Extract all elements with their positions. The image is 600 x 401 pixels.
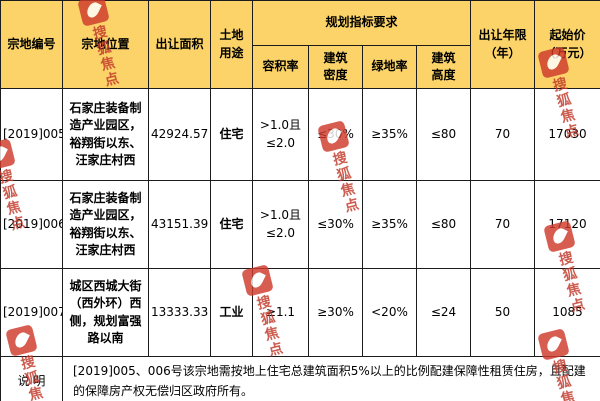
cell-green-ratio: ≥35% [362,88,417,181]
cell-far: ≥1.1 [252,268,309,357]
header-area: 出让面积 [148,0,211,89]
cell-start-price: 17030 [534,88,600,181]
header-green-ratio: 绿地率 [362,45,417,89]
cell-density: ≤30% [308,88,363,181]
cell-far: >1.0且≤2.0 [252,88,309,181]
cell-start-price: 1085 [534,268,600,357]
cell-term: 70 [470,180,536,269]
cell-green-ratio: <20% [362,268,417,357]
table-row: [2019]006 石家庄装备制造产业园区，裕翔街以东、汪家庄村西 43151.… [0,180,600,269]
header-location: 宗地位置 [62,0,149,89]
cell-building-height: ≤24 [415,268,472,357]
cell-area: 43151.39 [148,180,211,269]
cell-parcel-id: [2019]006 [0,180,63,269]
cell-term: 70 [470,88,536,181]
cell-area: 13333.33 [148,268,211,357]
cell-term: 50 [470,268,536,357]
header-building-height: 建筑 高度 [415,45,472,89]
header-term: 出让年限 （年） [470,0,536,89]
cell-parcel-id: [2019]007 [0,268,63,357]
note-label: 说 明 [0,356,63,401]
cell-area: 42924.57 [148,88,211,181]
header-land-use: 土地 用途 [210,0,253,89]
cell-green-ratio: ≥35% [362,180,417,269]
cell-land-use: 工业 [210,268,253,357]
header-row-2: 容积率 建筑 密度 绿地率 建筑 高度 [1,45,600,89]
table-row: [2019]007 城区西城大街（西外环）西侧，规划富强路以南 13333.33… [0,268,600,357]
header-start-price: 起始价 （万元） [534,0,600,89]
cell-far: >1.0且≤2.0 [252,180,309,269]
cell-start-price: 17120 [534,180,600,269]
cell-land-use: 住宅 [210,88,253,181]
cell-density: ≤30% [308,180,363,269]
table-row: [2019]005 石家庄装备制造产业园区，裕翔街以东、汪家庄村西 42924.… [0,88,600,181]
cell-location: 城区西城大街（西外环）西侧，规划富强路以南 [62,268,149,357]
header-far: 容积率 [252,45,309,89]
note-row: 说 明 [2019]005、006号该宗地需按地上住宅总建筑面积5%以上的比例配… [0,356,600,401]
cell-land-use: 住宅 [210,180,253,269]
header-parcel-id: 宗地编号 [0,0,63,89]
header-row-1: 宗地编号 宗地位置 出让面积 土地 用途 规划指标要求 出让年限 （年） 起始价… [0,0,600,89]
cell-location: 石家庄装备制造产业园区，裕翔街以东、汪家庄村西 [62,88,149,181]
cell-building-height: ≤80 [415,180,472,269]
cell-parcel-id: [2019]005 [0,88,63,181]
header-density: 建筑 密度 [308,45,363,89]
note-text: [2019]005、006号该宗地需按地上住宅总建筑面积5%以上的比例配建保障性… [61,356,600,401]
header-planning-requirements: 规划指标要求 [251,0,472,46]
cell-location: 石家庄装备制造产业园区，裕翔街以东、汪家庄村西 [62,180,149,269]
cell-building-height: ≤80 [415,88,472,181]
cell-density: ≥30% [308,268,363,357]
